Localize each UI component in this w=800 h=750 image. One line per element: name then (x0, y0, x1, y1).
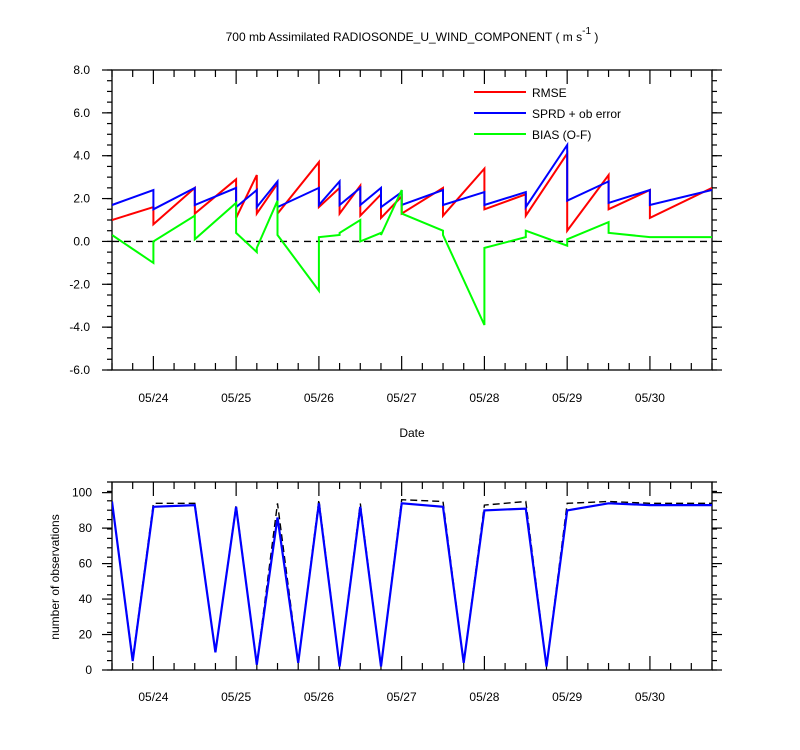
bottom-y-tick-label: 100 (72, 486, 92, 500)
chart-title-suffix: ) (591, 30, 598, 44)
bottom-y-tick-label: 0 (85, 663, 92, 677)
top-frame (111, 69, 713, 371)
top-y-tick-label: -4.0 (69, 320, 90, 334)
chart-title: 700 mb Assimilated RADIOSONDE_U_WIND_COM… (226, 26, 599, 44)
chart-title-superscript: -1 (582, 26, 591, 37)
legend-label-2: SPRD + ob error (532, 107, 621, 121)
top-x-tick-label: 05/28 (469, 391, 499, 405)
bottom-y-tick-label: 40 (79, 592, 93, 606)
bottom-x-tick-label: 05/30 (635, 690, 665, 704)
bottom-y-tick-label: 20 (79, 628, 93, 642)
top-x-tick-label: 05/26 (304, 391, 334, 405)
bottom-x-tick-label: 05/25 (221, 690, 251, 704)
bottom-series-line-2 (112, 501, 712, 667)
top-y-tick-label: -6.0 (69, 363, 90, 377)
x-axis-label: Date (399, 426, 425, 440)
top-plot-series (112, 141, 712, 326)
bottom-y-tick-label: 60 (79, 557, 93, 571)
bottom-plot-series (112, 498, 712, 667)
y-axis-label-observations: number of observations (48, 514, 62, 639)
top-y-tick-label: -2.0 (69, 277, 90, 291)
top-x-tick-label: 05/24 (138, 391, 168, 405)
bottom-x-tick-label: 05/28 (469, 690, 499, 704)
bottom-x-tick-label: 05/29 (552, 690, 582, 704)
top-series-line-1 (112, 150, 712, 234)
top-series-line-3 (112, 189, 712, 326)
top-y-tick-label: 8.0 (73, 63, 90, 77)
top-x-tick-label: 05/27 (387, 391, 417, 405)
top-x-tick-label: 05/30 (635, 391, 665, 405)
top-series-line-2 (112, 141, 712, 211)
top-x-tick-label: 05/25 (221, 391, 251, 405)
top-y-tick-label: 6.0 (73, 106, 90, 120)
top-plot-legend: RMSE SPRD + ob error BIAS (O-F) (474, 86, 621, 142)
top-y-tick-label: 2.0 (73, 192, 90, 206)
legend-label-1: RMSE (532, 86, 567, 100)
top-x-tick-label: 05/29 (552, 391, 582, 405)
top-y-tick-label: 4.0 (73, 149, 90, 163)
legend-label-3: BIAS (O-F) (532, 128, 591, 142)
top-y-tick-label: 0.0 (73, 234, 90, 248)
bottom-x-tick-label: 05/27 (387, 690, 417, 704)
top-plot: 05/24 05/25 05/26 05/27 05/28 05/29 05/30 -6.0 -… (69, 63, 722, 405)
bottom-x-tick-label: 05/26 (304, 690, 334, 704)
bottom-y-tick-label: 80 (79, 521, 93, 535)
bottom-series-line-1 (112, 498, 712, 667)
chart-title-text: 700 mb Assimilated RADIOSONDE_U_WIND_COM… (226, 30, 583, 44)
bottom-frame (111, 481, 713, 671)
bottom-plot: 05/24 05/25 05/26 05/27 05/28 05/29 05/30 0 20 40… (72, 481, 722, 704)
bottom-x-tick-label: 05/24 (138, 690, 168, 704)
